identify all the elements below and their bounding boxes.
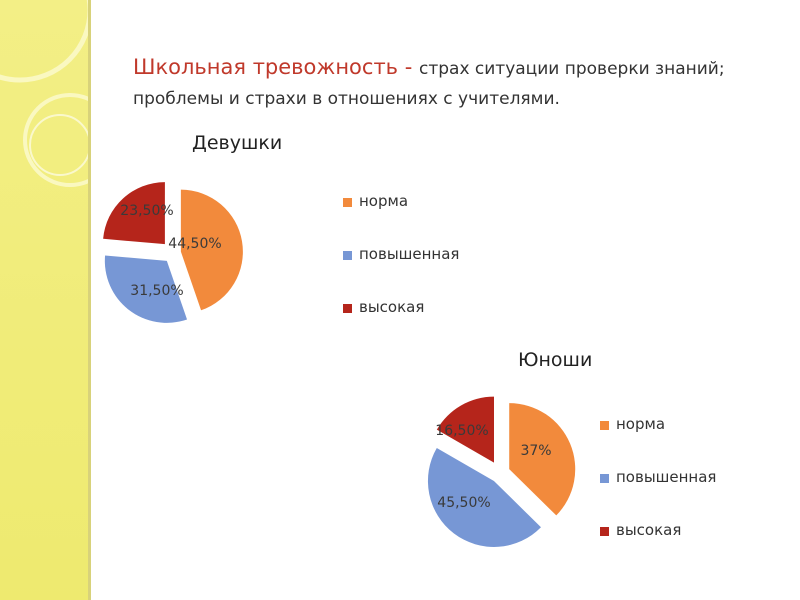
pie-slice-vysokaya [436, 396, 494, 463]
deco-circle-3 [29, 114, 88, 176]
legend-label-vysokaya: высокая [359, 298, 425, 316]
pie-slice-norma [509, 403, 576, 516]
legend-swatch-vysokaya [600, 527, 609, 536]
legend-label-povyshennaya: повышенная [359, 245, 460, 263]
data-label-vysokaya: 16,50% [435, 423, 488, 439]
legend-swatch-norma [600, 421, 609, 430]
deco-circle-1 [0, 0, 88, 83]
legend-swatch-vysokaya [343, 304, 352, 313]
data-label-povyshennaya: 45,50% [437, 495, 490, 511]
pie-chart-girls: 44,50% 31,50% 23,50% [103, 182, 243, 323]
legend-swatch-povyshennaya [600, 474, 609, 483]
pie-slice-povyshennaya [427, 447, 541, 547]
sidebar-divider [88, 0, 91, 600]
data-label-norma: 44,50% [168, 236, 221, 252]
data-label-norma: 37% [520, 443, 551, 459]
chart-title-girls: Девушки [192, 132, 283, 154]
slide-title-lead: Школьная тревожность - [133, 55, 419, 79]
legend-swatch-povyshennaya [343, 251, 352, 260]
decorative-sidebar [0, 0, 88, 600]
pie-slice-norma [180, 189, 243, 311]
pie-chart-boys: 37% 45,50% 16,50% [427, 396, 576, 547]
data-label-vysokaya: 23,50% [120, 203, 173, 219]
data-label-povyshennaya: 31,50% [130, 283, 183, 299]
deco-circle-2 [23, 93, 88, 187]
pie-slice-vysokaya [103, 182, 165, 245]
legend-label-norma: норма [359, 192, 409, 210]
slide-title-rest: страх ситуации проверки знаний; проблемы… [133, 59, 725, 109]
legend-swatch-norma [343, 198, 352, 207]
legend-label-vysokaya: высокая [616, 521, 682, 539]
legend-label-povyshennaya: повышенная [616, 468, 717, 486]
legend-label-norma: норма [616, 415, 666, 433]
slide-title: Школьная тревожность - страх ситуации пр… [133, 52, 773, 114]
pie-slice-povyshennaya [104, 255, 188, 323]
chart-title-boys: Юноши [518, 349, 593, 371]
decorative-circles [0, 0, 88, 187]
